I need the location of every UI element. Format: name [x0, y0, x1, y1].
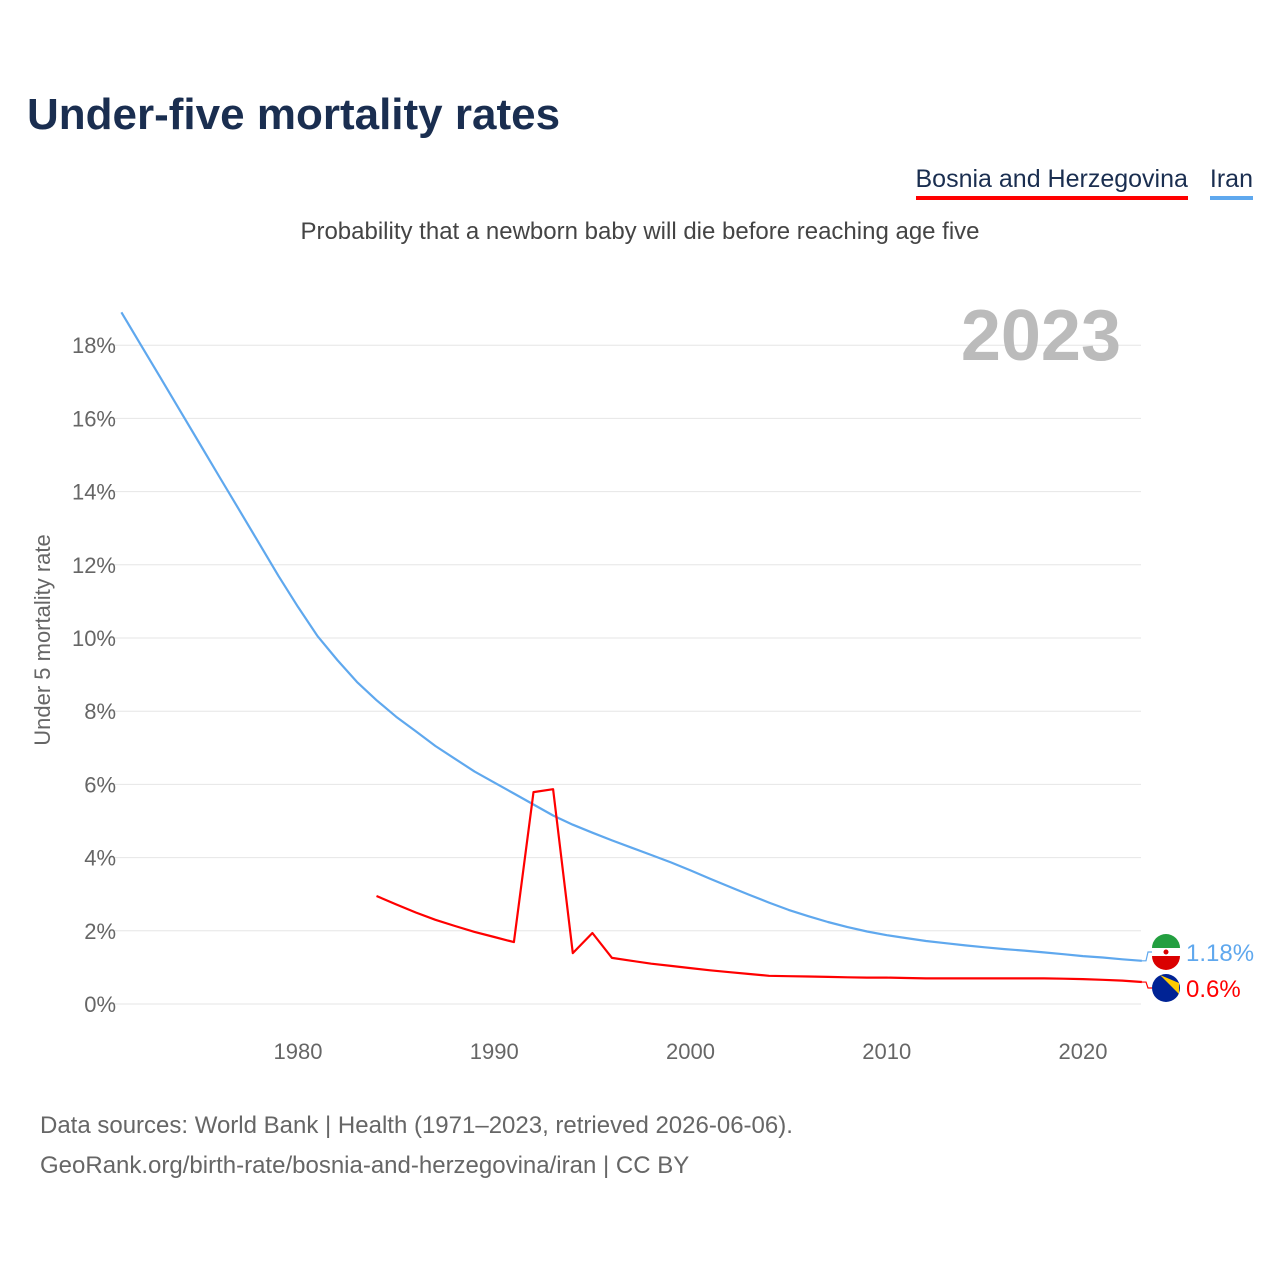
series-line-bosnia	[376, 788, 1142, 984]
chart-title: Under-five mortality rates	[27, 90, 561, 139]
x-tick-label: 2000	[666, 1039, 715, 1064]
end-connector	[1141, 951, 1152, 962]
legend: Bosnia and Herzegovina Iran	[915, 165, 1253, 200]
y-tick-label: 4%	[84, 846, 116, 871]
x-tick-label: 1980	[274, 1039, 323, 1064]
x-tick-label: 2020	[1059, 1039, 1108, 1064]
end-connector	[1141, 981, 1152, 989]
end-value-label: 0.6%	[1186, 976, 1241, 1003]
y-tick-label: 2%	[84, 919, 116, 944]
series-line-iran	[120, 311, 1142, 962]
chart-subtitle: Probability that a newborn baby will die…	[300, 218, 980, 245]
legend-iran[interactable]: Iran	[1209, 165, 1253, 200]
y-tick-label: 14%	[72, 480, 116, 505]
y-tick-label: 18%	[72, 333, 116, 358]
y-tick-label: 16%	[72, 406, 116, 431]
source-line: Data sources: World Bank | Health (1971–…	[40, 1112, 793, 1139]
x-tick-label: 1990	[470, 1039, 519, 1064]
source-url[interactable]: GeoRank.org/birth-rate/bosnia-and-herzeg…	[40, 1152, 690, 1179]
end-value-label: 1.18%	[1186, 940, 1254, 967]
y-tick-label: 6%	[84, 772, 116, 797]
y-tick-label: 12%	[72, 553, 116, 578]
y-tick-label: 10%	[72, 626, 116, 651]
sources: Data sources: World Bank | Health (1971–…	[40, 1106, 793, 1186]
iran-flag-red	[1152, 956, 1180, 970]
y-tick-label: 8%	[84, 699, 116, 724]
year-watermark: 2023	[961, 296, 1121, 376]
y-tick-label: 0%	[84, 992, 116, 1017]
legend-bosnia[interactable]: Bosnia and Herzegovina	[915, 165, 1188, 200]
iran-flag-green	[1152, 934, 1180, 948]
y-axis-label: Under 5 mortality rate	[30, 534, 55, 746]
bosnia-flag-triangle	[1160, 975, 1179, 994]
x-tick-label: 2010	[862, 1039, 911, 1064]
iran-flag-emblem	[1163, 949, 1169, 955]
